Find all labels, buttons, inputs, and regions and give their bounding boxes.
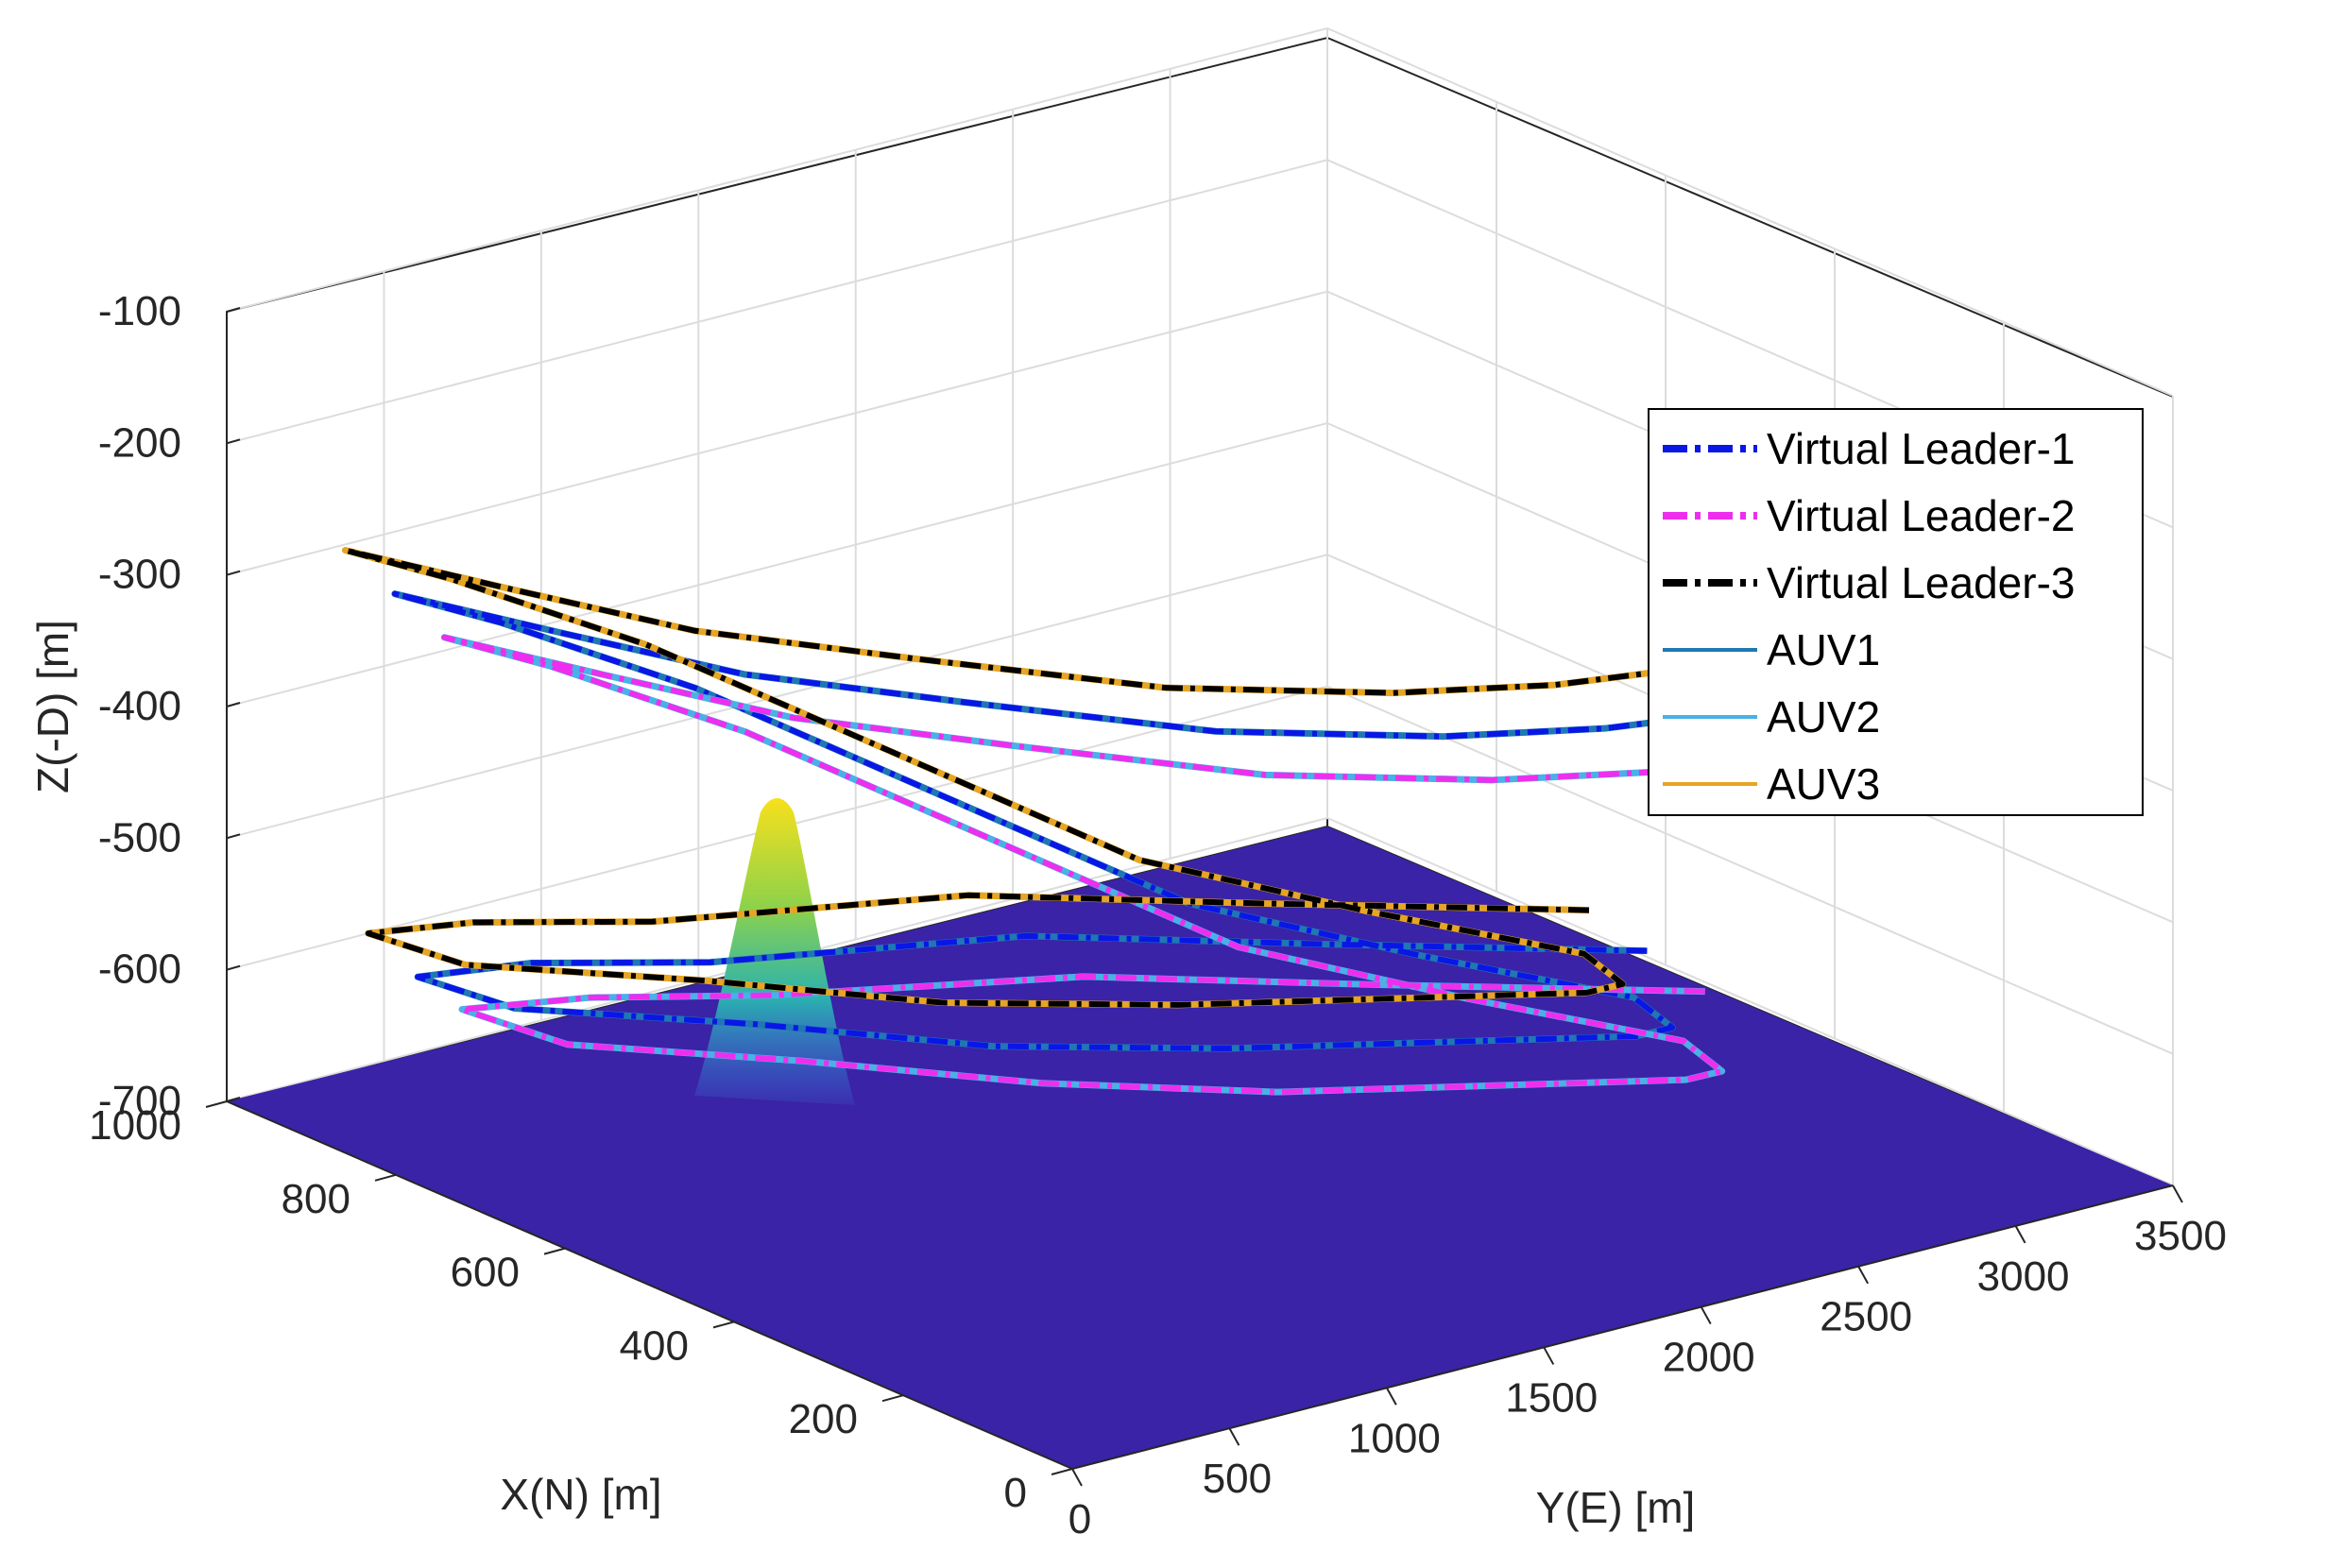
y-tick-mark (2172, 1185, 2183, 1203)
legend-label: AUV1 (1767, 625, 1880, 674)
x-tick-label: 600 (451, 1250, 520, 1296)
y-tick-mark (1385, 1387, 1397, 1406)
y-tick-label: 3000 (1977, 1253, 2070, 1300)
z-tick-label: -600 (98, 946, 181, 993)
legend-box (1648, 408, 2144, 816)
x-tick-label: 800 (282, 1176, 350, 1222)
x-tick-label: 400 (620, 1322, 689, 1369)
y-axis-label: Y(E) [m] (1536, 1483, 1696, 1532)
trajectories (341, 547, 1784, 1096)
z-tick-mark (226, 702, 241, 707)
legend-label: Virtual Leader-2 (1767, 491, 2075, 540)
legend: Virtual Leader-1 Virtual Leader-2 Virtual … (1648, 408, 2144, 816)
y-tick-mark (1071, 1468, 1083, 1487)
y-tick-label: 0 (1068, 1496, 1091, 1542)
z-tick-label: -200 (98, 419, 181, 466)
back-walls (226, 36, 2174, 1187)
x-tick-mark (1051, 1468, 1073, 1475)
z-tick-label: -100 (98, 288, 181, 334)
z-axis-ticks: -100 -200 -300 -400 -500 -600 -700 (98, 288, 241, 1124)
legend-label: AUV2 (1767, 692, 1880, 741)
x-axis-ticks: 0 200 400 600 800 1000 (89, 1100, 1073, 1516)
x-tick-label: 1000 (89, 1102, 181, 1149)
floor-plane (227, 827, 2173, 1469)
y-tick-label: 2500 (1820, 1294, 1912, 1340)
y-axis-ticks: 0 500 1000 1500 2000 2500 3000 3500 (1068, 1185, 2227, 1542)
z-axis-label: Z(-D) [m] (28, 620, 77, 793)
x-tick-mark (543, 1247, 566, 1255)
y-tick-mark (1543, 1346, 1555, 1365)
z-tick-mark (226, 964, 241, 971)
z-tick-mark (226, 438, 241, 445)
x-tick-label: 200 (789, 1396, 858, 1442)
x-tick-mark (205, 1100, 228, 1108)
z-tick-label: -700 (98, 1078, 181, 1124)
x-tick-label: 0 (1004, 1470, 1027, 1516)
y-tick-mark (2014, 1225, 2026, 1244)
z-tick-mark (226, 833, 241, 840)
y-tick-label: 500 (1203, 1456, 1272, 1502)
y-tick-mark (1700, 1306, 1712, 1325)
y-tick-label: 2000 (1663, 1335, 1755, 1381)
z-tick-mark (226, 570, 241, 576)
z-tick-label: -500 (98, 814, 181, 861)
y-tick-label: 3500 (2134, 1213, 2227, 1259)
z-tick-mark (226, 1097, 241, 1102)
legend-label: AUV3 (1767, 759, 1880, 809)
leader-trajectory-3 (342, 547, 1684, 1008)
x-tick-mark (881, 1394, 904, 1403)
legend-label: Virtual Leader-1 (1767, 424, 2075, 473)
y-tick-label: 1500 (1505, 1374, 1598, 1421)
x-tick-mark (712, 1321, 735, 1329)
leader-trajectory-2 (441, 634, 1784, 1096)
z-tick-label: -300 (98, 552, 181, 598)
x-tick-mark (374, 1173, 397, 1182)
y-tick-label: 1000 (1348, 1415, 1441, 1461)
y-tick-mark (1857, 1266, 1870, 1285)
y-tick-mark (1228, 1427, 1240, 1446)
z-tick-mark (226, 307, 241, 313)
legend-label: Virtual Leader-3 (1767, 558, 2075, 607)
x-axis-label: X(N) [m] (500, 1470, 661, 1519)
z-tick-label: -400 (98, 683, 181, 729)
